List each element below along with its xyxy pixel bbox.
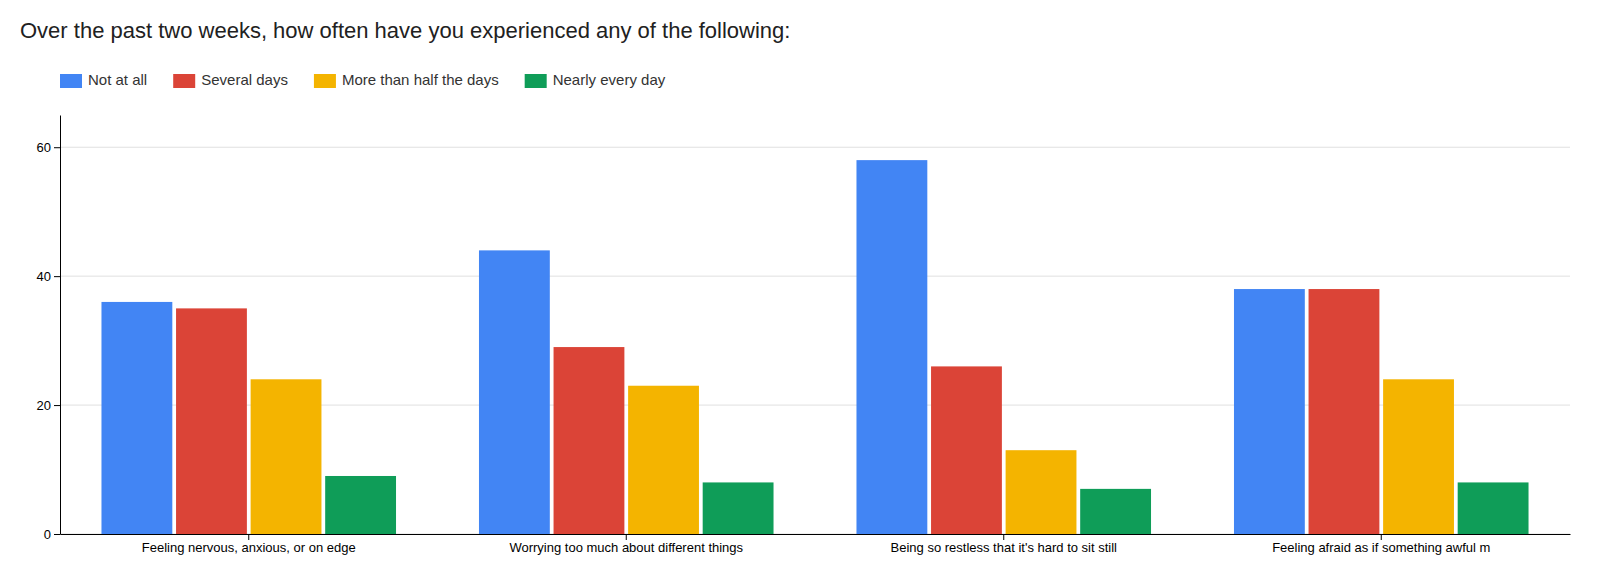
bar-series	[325, 476, 1528, 534]
legend-swatch	[173, 74, 195, 88]
tick-label: Worrying too much about different things	[509, 540, 743, 555]
tick-mark	[54, 534, 60, 535]
legend-item: Nearly every day	[525, 71, 666, 88]
legend-label: More than half the days	[342, 71, 499, 88]
tick: 40	[37, 269, 60, 284]
bar	[1234, 289, 1305, 534]
x-axis: Feeling nervous, anxious, or on edge Worr…	[61, 534, 1571, 555]
legend-swatch	[525, 74, 547, 88]
tick-label: 0	[44, 527, 51, 542]
bar	[931, 366, 1002, 534]
bar	[1006, 450, 1077, 534]
y-axis: 0 20 40 60	[37, 116, 61, 542]
bar	[703, 482, 774, 534]
tick-mark	[54, 405, 60, 406]
tick-mark	[1381, 534, 1382, 540]
grid-line	[60, 276, 1570, 277]
bar	[1458, 482, 1529, 534]
legend: Not at all Several days More than half the…	[60, 71, 666, 88]
tick-mark	[1003, 534, 1004, 540]
tick-mark	[54, 276, 60, 277]
bar-series	[251, 379, 1454, 534]
axis-domain	[61, 534, 1571, 535]
bar	[554, 347, 625, 534]
bar	[325, 476, 396, 534]
bar	[101, 302, 172, 534]
title: Over the past two weeks, how often have …	[20, 18, 790, 43]
plot: Feeling nervous, anxious, or on edge Worr…	[37, 116, 1571, 556]
tick-label: 20	[37, 398, 51, 413]
tick: 60	[37, 140, 60, 155]
legend-item: Not at all	[60, 71, 147, 88]
tick-mark	[626, 534, 627, 540]
legend-item: Several days	[173, 71, 288, 88]
legend-swatch	[314, 74, 336, 88]
grid-line	[60, 147, 1570, 148]
tick-label: Feeling afraid as if something awful m	[1272, 540, 1490, 555]
legend-label: Not at all	[88, 71, 147, 88]
axis-domain	[60, 116, 61, 535]
tick: Being so restless that it's hard to sit …	[891, 534, 1118, 555]
tick-mark	[54, 147, 60, 148]
chart: Over the past two weeks, how often have …	[0, 0, 1600, 584]
tick-mark	[248, 534, 249, 540]
legend-label: Nearly every day	[553, 71, 666, 88]
tick: Worrying too much about different things	[509, 534, 743, 555]
tick: Feeling afraid as if something awful m	[1272, 534, 1490, 555]
bars	[101, 160, 1528, 534]
tick: 20	[37, 398, 60, 413]
bar	[1080, 489, 1151, 534]
legend-item: More than half the days	[314, 71, 499, 88]
tick: 0	[44, 527, 60, 542]
bar	[1383, 379, 1454, 534]
tick: Feeling nervous, anxious, or on edge	[142, 534, 356, 555]
bar-series	[176, 289, 1379, 534]
legend-swatch	[60, 74, 82, 88]
bar	[176, 308, 247, 534]
tick-label: 40	[37, 269, 51, 284]
grid	[60, 147, 1570, 534]
tick-label: Feeling nervous, anxious, or on edge	[142, 540, 356, 555]
bar	[1309, 289, 1380, 534]
bar	[479, 250, 550, 534]
bar-series	[101, 160, 1304, 534]
bar	[251, 379, 322, 534]
bar	[856, 160, 927, 534]
tick-label: Being so restless that it's hard to sit …	[891, 540, 1118, 555]
tick-label: 60	[37, 140, 51, 155]
bar	[628, 386, 699, 534]
legend-label: Several days	[201, 71, 288, 88]
